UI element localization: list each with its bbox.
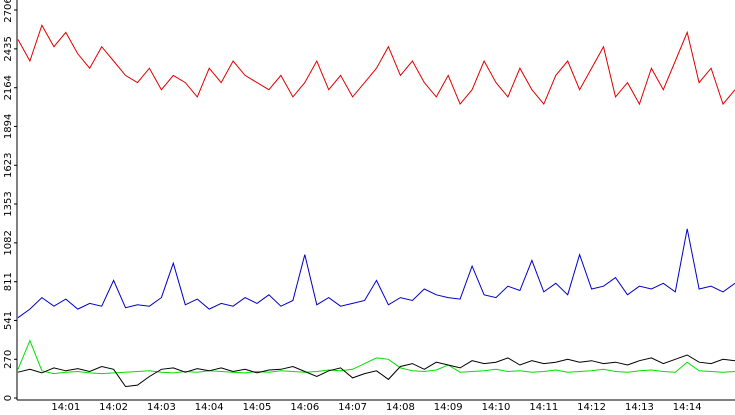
x-tick-label: 14:04 (195, 402, 224, 413)
y-tick-label: 1082 (3, 230, 14, 255)
x-tick-label: 14:06 (290, 402, 319, 413)
x-tick-label: 14:07 (338, 402, 367, 413)
x-tick-label: 14:02 (99, 402, 128, 413)
y-tick-label: 811 (3, 272, 14, 291)
y-tick-label: 1623 (3, 153, 14, 178)
y-tick-label: 541 (3, 311, 14, 330)
x-tick-label: 14:12 (577, 402, 606, 413)
y-tick-label: 2164 (3, 75, 14, 100)
x-tick-label: 14:10 (482, 402, 511, 413)
y-tick-label: 2706 (3, 0, 14, 23)
y-tick-label: 270 (3, 350, 14, 369)
x-tick-label: 14:11 (529, 402, 558, 413)
y-tick-label: 1353 (3, 191, 14, 216)
y-tick-label: 2435 (3, 36, 14, 61)
y-tick-label: 1894 (3, 114, 14, 139)
x-tick-label: 14:01 (51, 402, 80, 413)
series-line (17, 228, 735, 319)
series-line (17, 339, 735, 375)
series-line (17, 23, 735, 106)
x-tick-label: 14:13 (625, 402, 654, 413)
y-tick-label: 0 (3, 395, 14, 401)
x-tick-label: 14:09 (434, 402, 463, 413)
x-tick-label: 14:03 (147, 402, 176, 413)
series-line (17, 354, 735, 388)
x-tick-label: 14:08 (386, 402, 415, 413)
x-tick-label: 14:14 (673, 402, 702, 413)
x-tick-label: 14:05 (243, 402, 272, 413)
